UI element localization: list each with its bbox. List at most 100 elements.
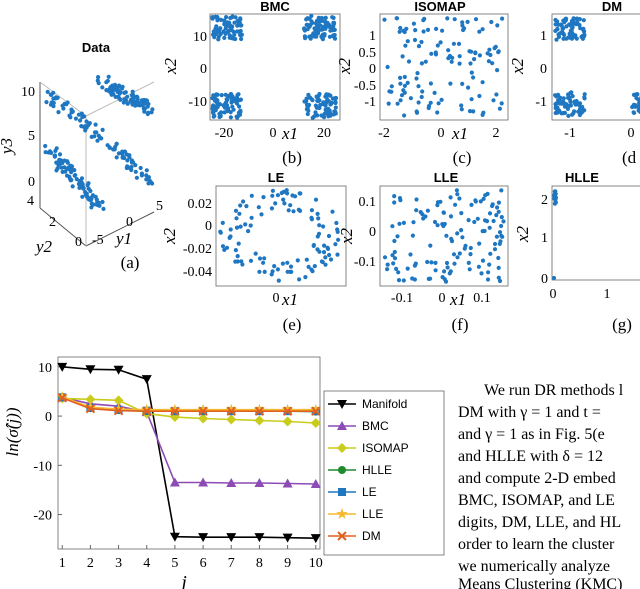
legend-marker <box>337 421 347 430</box>
scatter-point <box>328 113 333 118</box>
scatter-point <box>460 20 465 25</box>
scatter-point <box>494 92 499 97</box>
scatter-point <box>327 252 332 258</box>
scatter-point <box>382 255 388 260</box>
scatter-point <box>454 188 459 193</box>
scatter-point <box>496 200 501 205</box>
scatter-point <box>311 31 316 36</box>
scatter-point <box>142 109 147 114</box>
panel-f: LLE 0.1 0 -0.1 -0.1 0 0.1 x2 x1 (f) <box>337 170 509 334</box>
scatter-point <box>51 104 56 109</box>
scatter-point <box>389 89 394 94</box>
scatter-point <box>313 197 319 202</box>
scatter-point <box>483 193 488 198</box>
data-point-dm <box>170 406 180 416</box>
data-point-lle <box>141 403 153 415</box>
scatter-point <box>496 50 501 55</box>
scatter-point <box>457 251 462 256</box>
scatter-point <box>490 203 495 209</box>
panel-b-ytick: 0 <box>200 62 207 77</box>
x-tick-label: 3 <box>115 556 122 571</box>
x-tick-label: 6 <box>200 556 207 571</box>
scatter-point <box>416 44 422 49</box>
scatter-point <box>460 235 465 240</box>
scatter-point <box>316 216 321 221</box>
panel-c: ISOMAP 1 0.5 0 -0.5 -1 -2 0 2 x2 x1 (c) <box>335 0 509 167</box>
panel-e-ytick: -0.04 <box>183 265 212 280</box>
scatter-point <box>326 22 332 27</box>
scatter-point <box>81 186 86 191</box>
scatter-point <box>49 150 54 155</box>
panel-a-y2-tick: 4 <box>27 194 34 209</box>
scatter-point <box>130 89 135 94</box>
scatter-point <box>111 147 116 152</box>
scatter-point <box>146 181 151 186</box>
scatter-point <box>139 173 144 178</box>
legend-marker <box>337 400 347 409</box>
scatter-point <box>95 78 100 83</box>
scatter-point <box>309 217 314 222</box>
scatter-point <box>553 17 558 23</box>
scatter-point <box>280 261 285 266</box>
scatter-point <box>218 17 224 22</box>
scatter-point <box>316 231 322 236</box>
scatter-point <box>401 278 406 283</box>
scatter-point <box>411 220 416 225</box>
scatter-point <box>445 265 450 270</box>
scatter-point <box>451 41 456 46</box>
scatter-point <box>425 27 431 32</box>
scatter-point <box>391 261 396 266</box>
scatter-point <box>562 20 567 25</box>
body-text-line: digits, DM, LLE, and HL <box>458 514 621 531</box>
scatter-point <box>238 28 243 34</box>
panel-a-y3-tick: 0 <box>28 175 35 190</box>
scatter-point <box>421 29 426 34</box>
scatter-point <box>499 215 504 220</box>
legend-label: DM <box>362 529 381 543</box>
scatter-point <box>227 35 232 40</box>
scatter-point <box>468 245 473 251</box>
scatter-point <box>65 100 70 105</box>
data-point-lle <box>310 403 322 415</box>
scatter-point <box>95 138 100 143</box>
scatter-point <box>233 248 238 253</box>
line-chart-series <box>56 362 322 544</box>
panel-d-xtick: -1 <box>564 126 576 141</box>
panel-e: LE 0.02 0 -0.02 -0.04 0 x2 x1 (e) <box>160 170 347 334</box>
scatter-point <box>127 153 132 158</box>
scatter-point <box>460 81 465 86</box>
scatter-point <box>218 110 223 115</box>
scatter-point <box>233 259 238 264</box>
scatter-point <box>238 16 243 21</box>
legend-marker <box>338 466 346 474</box>
scatter-point <box>415 71 420 76</box>
legend-marker <box>337 443 347 453</box>
panel-f-xtick: -0.1 <box>391 291 413 306</box>
scatter-point <box>212 33 217 38</box>
panel-g-ylabel: x2 <box>513 225 532 243</box>
scatter-point <box>481 196 486 201</box>
panel-g: HLLE 2 1 0 0 x2 1 (g) <box>513 170 640 334</box>
scatter-point <box>385 267 390 272</box>
legend-label: LLE <box>362 507 383 521</box>
scatter-point <box>128 99 133 104</box>
data-point-isomap <box>198 413 209 424</box>
scatter-point <box>312 264 317 269</box>
scatter-point <box>499 188 504 193</box>
scatter-point <box>435 223 440 228</box>
scatter-point <box>448 195 453 200</box>
panel-d-title: DM <box>602 0 622 14</box>
scatter-point <box>96 75 101 80</box>
scatter-point <box>228 227 233 232</box>
scatter-point <box>333 111 338 116</box>
scatter-point <box>138 103 143 108</box>
scatter-point <box>51 100 56 106</box>
scatter-point <box>569 90 574 95</box>
panel-b-points <box>210 13 339 120</box>
scatter-point <box>565 106 571 111</box>
scatter-point <box>65 173 70 178</box>
panel-c-ytick: -0.5 <box>354 79 376 94</box>
scatter-point <box>445 16 450 21</box>
scatter-point <box>459 107 464 112</box>
scatter-point <box>553 22 558 27</box>
